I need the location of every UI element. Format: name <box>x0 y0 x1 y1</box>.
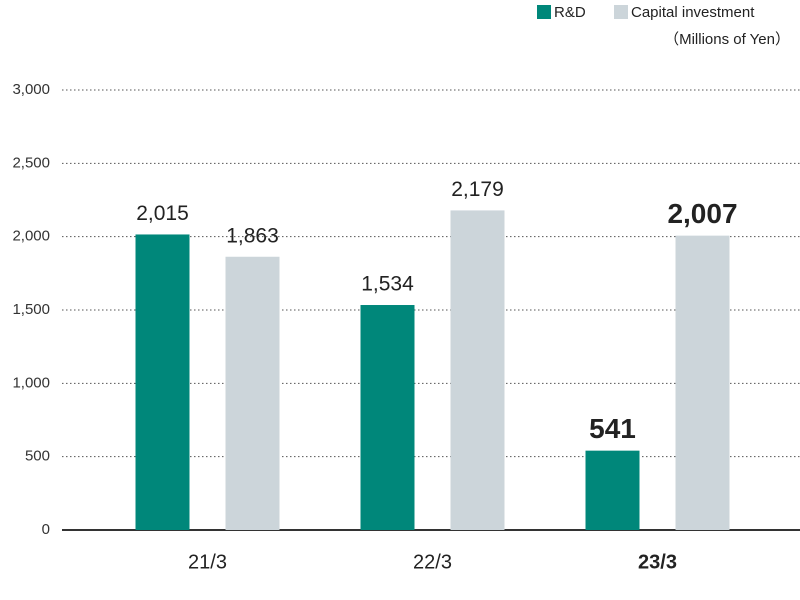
x-tick-label: 23/3 <box>638 551 677 573</box>
y-tick-label: 2,000 <box>12 228 50 245</box>
y-tick-label: 500 <box>25 448 50 465</box>
y-tick-label: 0 <box>42 521 50 538</box>
legend-swatch <box>537 5 551 19</box>
value-label: 541 <box>589 413 636 444</box>
bar <box>360 305 415 530</box>
legend-swatch <box>614 5 628 19</box>
legend-label: Capital investment <box>631 4 755 21</box>
value-label: 2,015 <box>136 202 189 225</box>
value-label: 2,007 <box>667 198 737 229</box>
value-label: 2,179 <box>451 178 504 201</box>
value-label: 1,534 <box>361 273 414 296</box>
legend-label: R&D <box>554 4 586 21</box>
unit-label: （Millions of Yen） <box>664 31 790 48</box>
y-tick-label: 1,500 <box>12 301 50 318</box>
bar <box>675 235 730 530</box>
x-tick-label: 21/3 <box>188 551 227 573</box>
value-label: 1,863 <box>226 224 279 247</box>
y-tick-label: 2,500 <box>12 154 50 171</box>
bar <box>585 450 640 530</box>
bar <box>450 210 505 530</box>
y-tick-label: 3,000 <box>12 81 50 98</box>
bar <box>135 234 190 530</box>
bar <box>225 256 280 530</box>
x-tick-label: 22/3 <box>413 551 452 573</box>
y-tick-label: 1,000 <box>12 374 50 391</box>
